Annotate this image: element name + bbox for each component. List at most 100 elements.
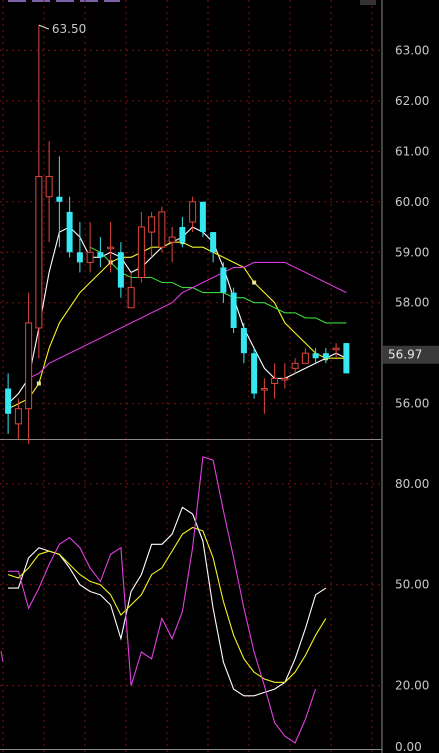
oscillator-j-edge xyxy=(0,650,4,663)
candle-down xyxy=(5,373,12,434)
candle-up xyxy=(291,358,299,374)
ma-short-line xyxy=(7,226,347,405)
candle-up xyxy=(189,196,197,233)
candle-body xyxy=(45,176,53,198)
candle-up xyxy=(127,272,135,309)
candle-body xyxy=(97,252,104,258)
price-tick-label: 58.00 xyxy=(395,296,429,310)
candle-body xyxy=(220,267,227,293)
candle-body xyxy=(158,211,166,248)
candle-body xyxy=(301,352,309,364)
candle-down xyxy=(117,242,124,298)
candle-up xyxy=(35,25,43,359)
candle-body xyxy=(137,226,145,278)
oscillator-tick-label: 20.00 xyxy=(395,679,429,693)
axis-tick-labels: 63.00 62.00 61.00 60.00 59.00 58.00 56.00 80.00… xyxy=(395,43,429,753)
candle-up xyxy=(281,363,289,389)
oscillator-lines xyxy=(0,456,327,744)
annotations: 63.50 56.97 xyxy=(38,22,439,364)
candle-up xyxy=(158,206,166,253)
candle-body xyxy=(271,377,279,384)
candle-up xyxy=(260,378,268,414)
candle-up xyxy=(86,221,94,273)
candle-down xyxy=(210,232,217,263)
candle-down xyxy=(76,221,83,273)
high-annotation-leader xyxy=(38,24,50,30)
candle-body xyxy=(35,176,43,329)
candle-up xyxy=(45,141,53,243)
candle-body xyxy=(179,227,186,243)
candle-body xyxy=(189,201,197,223)
candle-up xyxy=(14,398,22,439)
candle-body xyxy=(148,216,156,233)
moving-average-lines xyxy=(7,226,347,410)
candle-down xyxy=(230,287,237,334)
candle-body xyxy=(66,211,73,253)
candlesticks xyxy=(5,25,350,445)
candle-up xyxy=(107,221,115,273)
candle-down xyxy=(343,343,350,374)
candle-body xyxy=(240,327,247,354)
ma-long-line xyxy=(89,246,347,324)
candle-up xyxy=(301,348,309,364)
candle-body xyxy=(168,236,176,243)
candle-down xyxy=(56,156,63,248)
ma-mid-marker xyxy=(252,280,257,285)
price-tick-label: 63.00 xyxy=(395,43,429,57)
candle-body xyxy=(312,353,319,359)
indicator-legend-strip xyxy=(8,0,376,5)
candle-body xyxy=(14,408,22,425)
candle-body xyxy=(76,252,83,263)
ma-longest-line xyxy=(28,261,347,379)
axis-lines xyxy=(0,0,383,753)
candle-up xyxy=(25,292,33,445)
candle-down xyxy=(251,348,258,399)
candle-up xyxy=(271,363,279,399)
candle-down xyxy=(240,322,247,364)
candle-body xyxy=(291,362,299,369)
candle-body xyxy=(117,252,124,288)
ma-mid-marker xyxy=(36,381,41,386)
current-price-tag xyxy=(383,345,439,364)
price-tick-label: 56.00 xyxy=(395,397,429,411)
ma-mid-line xyxy=(7,241,347,410)
candle-up xyxy=(137,211,145,283)
candle-up xyxy=(168,227,176,263)
candle-body xyxy=(281,377,289,381)
grid-lines xyxy=(0,0,382,753)
oscillator-tick-label: 50.00 xyxy=(395,578,429,592)
candle-body xyxy=(107,246,115,250)
candle-body xyxy=(332,347,340,351)
price-tick-label: 62.00 xyxy=(395,94,429,108)
price-tick-label: 60.00 xyxy=(395,195,429,209)
candle-body xyxy=(251,353,258,394)
candle-down xyxy=(199,201,206,238)
candle-body xyxy=(127,287,135,309)
candle-body xyxy=(25,322,33,410)
oscillator-tick-label: 80.00 xyxy=(395,477,429,491)
oscillator-j-line xyxy=(8,456,317,744)
candle-down xyxy=(312,348,319,364)
candle-up xyxy=(332,343,340,359)
candle-body xyxy=(210,232,217,253)
price-tick-label: 59.00 xyxy=(395,245,429,259)
candle-down xyxy=(322,348,329,364)
current-price-label: 56.97 xyxy=(388,348,422,362)
high-annotation-label: 63.50 xyxy=(52,22,86,36)
candle-down xyxy=(220,262,227,303)
candle-down xyxy=(66,196,73,258)
oscillator-tick-label: 0.00 xyxy=(395,740,422,753)
candle-body xyxy=(56,196,63,202)
oscillator-d-line xyxy=(7,526,327,683)
settings-icon xyxy=(360,0,376,5)
candle-body xyxy=(5,388,12,414)
candle-body xyxy=(199,201,206,233)
candle-body xyxy=(343,343,350,374)
candle-down xyxy=(179,216,186,248)
price-tick-label: 61.00 xyxy=(395,144,429,158)
candle-body xyxy=(86,251,94,263)
candle-up xyxy=(148,211,156,258)
candle-down xyxy=(97,237,104,268)
